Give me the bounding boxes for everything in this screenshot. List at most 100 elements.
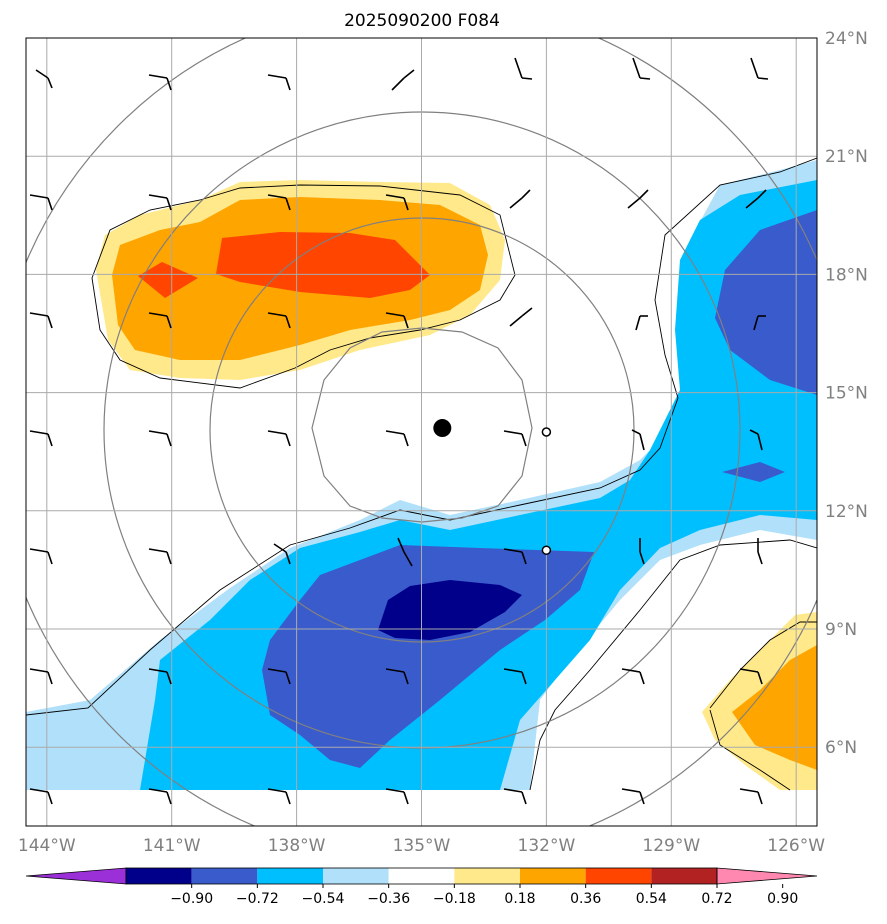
colorbar-segment [257, 868, 323, 884]
wind-barb [745, 189, 767, 209]
storm-markers [433, 419, 552, 555]
wind-barb [29, 312, 53, 329]
wind-barb [267, 668, 291, 685]
wind-barb [35, 69, 53, 89]
colorbar-tick-label: −0.18 [433, 891, 476, 907]
lat-label: 15°N [825, 384, 868, 404]
wind-barb [391, 69, 415, 91]
lat-label: 24°N [825, 29, 868, 49]
anomaly-fill-royal-blue-east [715, 210, 817, 395]
lon-label: 129°W [642, 836, 700, 856]
wind-barb [148, 74, 172, 91]
plot-area [26, 38, 817, 826]
colorbar-tick-label: 0.72 [701, 891, 732, 907]
colorbar-segment [126, 868, 192, 884]
contour-line-southeast [529, 539, 817, 791]
track-marker [541, 545, 552, 555]
wind-barb [503, 548, 527, 565]
colorbar-tick-label: −0.54 [302, 891, 345, 907]
wind-barb [739, 668, 763, 685]
track-marker [541, 427, 552, 437]
colorbar-tick-label: −0.72 [236, 891, 279, 907]
lon-label: 132°W [518, 836, 576, 856]
colorbar-segment [585, 868, 652, 884]
storm-center-dot [433, 419, 452, 438]
wind-barb [385, 788, 409, 805]
lon-label: 138°W [268, 836, 326, 856]
wind-barb [385, 312, 409, 329]
colorbar-extend-high [716, 867, 818, 885]
lat-label: 6°N [825, 738, 857, 758]
lon-label: 135°W [393, 836, 451, 856]
lon-label: 141°W [143, 836, 201, 856]
colorbar-segment [454, 868, 520, 884]
anomaly-fill-royal-blue-east-small [722, 462, 785, 482]
colorbar-segment [651, 868, 717, 884]
wind-barb [739, 788, 763, 805]
wind-barb [148, 788, 172, 805]
latitude-labels: 24°N 21°N 18°N 15°N 12°N 9°N 6°N [825, 29, 868, 758]
wind-barb [627, 189, 649, 209]
colorbar-tick-label: 0.18 [504, 891, 535, 907]
wind-barb [621, 668, 645, 685]
wind-barb [757, 538, 763, 565]
wind-barb [635, 315, 648, 331]
wind-barb [397, 537, 413, 567]
wind-barb [503, 668, 527, 685]
wind-barb [631, 429, 645, 451]
wind-barb [503, 788, 527, 805]
colorbar-segment [388, 868, 455, 884]
wind-barb [29, 548, 53, 565]
wind-barb [148, 312, 172, 329]
wind-barb [29, 194, 53, 211]
wind-barb [621, 788, 645, 805]
colorbar-segment [520, 868, 586, 884]
lat-label: 18°N [825, 265, 868, 285]
colorbar: −0.90 −0.72 −0.54 −0.36 −0.18 0.18 0.36 0.54 0.7… [25, 867, 818, 907]
lat-label: 9°N [825, 620, 857, 640]
wind-barb [514, 57, 533, 80]
wind-barb [148, 548, 172, 565]
wind-barb [385, 430, 409, 447]
wind-barb [749, 429, 763, 451]
wind-barb [753, 315, 766, 331]
colorbar-tick-label: 0.90 [767, 891, 798, 907]
wind-barb [385, 194, 409, 211]
wind-barbs [29, 57, 769, 805]
contour-line-southwest [26, 157, 817, 716]
longitude-labels: 144°W 141°W 138°W 135°W 132°W 129°W 126°W [18, 836, 825, 856]
wind-barb [639, 538, 645, 565]
contour-line-north [91, 184, 516, 389]
black-contours [26, 157, 817, 791]
wind-barb [148, 194, 172, 211]
wind-barb [750, 57, 769, 80]
colorbar-tick-label: −0.36 [367, 891, 410, 907]
wind-barb [632, 57, 651, 80]
wind-barb [267, 430, 291, 447]
wind-barb [148, 430, 172, 447]
anomaly-fill-redorange-small [138, 262, 198, 298]
colorbar-segment [191, 868, 258, 884]
map-title: 2025090200 F084 [344, 11, 500, 31]
contour-line-east [709, 621, 817, 709]
wind-barb [273, 543, 291, 565]
map-frame [25, 37, 818, 827]
colorbar-tick-label: −0.90 [170, 891, 213, 907]
wind-barb [29, 668, 53, 685]
wind-barb [503, 430, 527, 447]
lat-label: 21°N [825, 147, 868, 167]
wind-barb [385, 668, 409, 685]
wind-barb [267, 194, 291, 211]
wind-barb [267, 788, 291, 805]
colorbar-tick-label: 0.36 [570, 891, 601, 907]
wind-barb [509, 307, 533, 327]
colorbar-segment [323, 868, 389, 884]
lon-label: 126°W [767, 836, 825, 856]
contour-line-east2 [709, 709, 791, 791]
lon-label: 144°W [18, 836, 76, 856]
wind-barb [267, 74, 291, 91]
lat-label: 12°N [825, 502, 868, 522]
wind-barb [267, 312, 291, 329]
anomaly-fill-navy-core [378, 580, 522, 640]
wind-barb [509, 189, 531, 209]
